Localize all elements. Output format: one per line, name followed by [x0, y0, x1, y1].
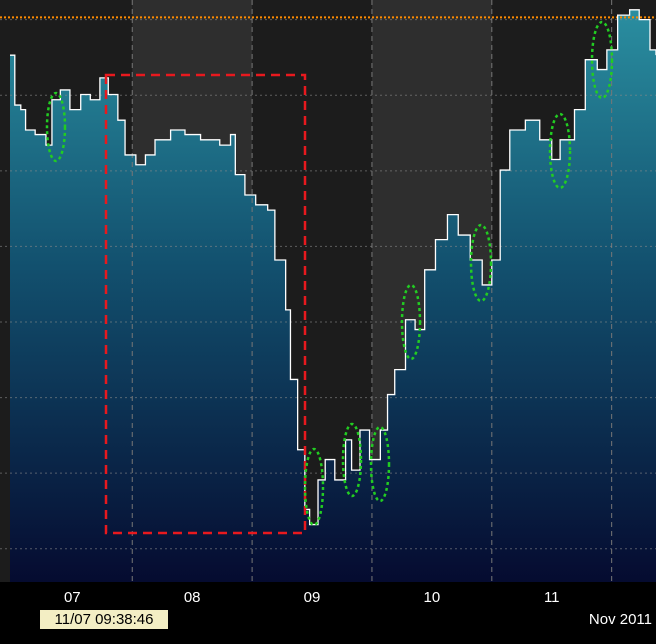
x-tick-label: 11	[544, 589, 560, 606]
x-tick-label: 09	[304, 589, 321, 606]
price-line	[10, 9, 656, 526]
ellipse	[400, 283, 422, 361]
ellipse	[548, 112, 572, 190]
x-tick-label: 08	[184, 589, 201, 606]
ellipse	[341, 422, 363, 498]
ellipse	[469, 223, 493, 303]
ellipse	[303, 447, 325, 527]
cursor-label: 11/07 09:38:46	[55, 611, 154, 628]
cursor-label-background	[40, 610, 168, 629]
annotations	[45, 20, 614, 535]
ellipse	[369, 425, 391, 503]
area-fill	[10, 9, 656, 582]
ellipse	[45, 91, 67, 163]
x-tick-label: 07	[64, 589, 81, 606]
x-axis-label: Nov 2011	[589, 611, 652, 628]
x-tick-label: 10	[424, 589, 441, 606]
highlight-box	[104, 73, 307, 535]
ellipse	[590, 20, 614, 100]
